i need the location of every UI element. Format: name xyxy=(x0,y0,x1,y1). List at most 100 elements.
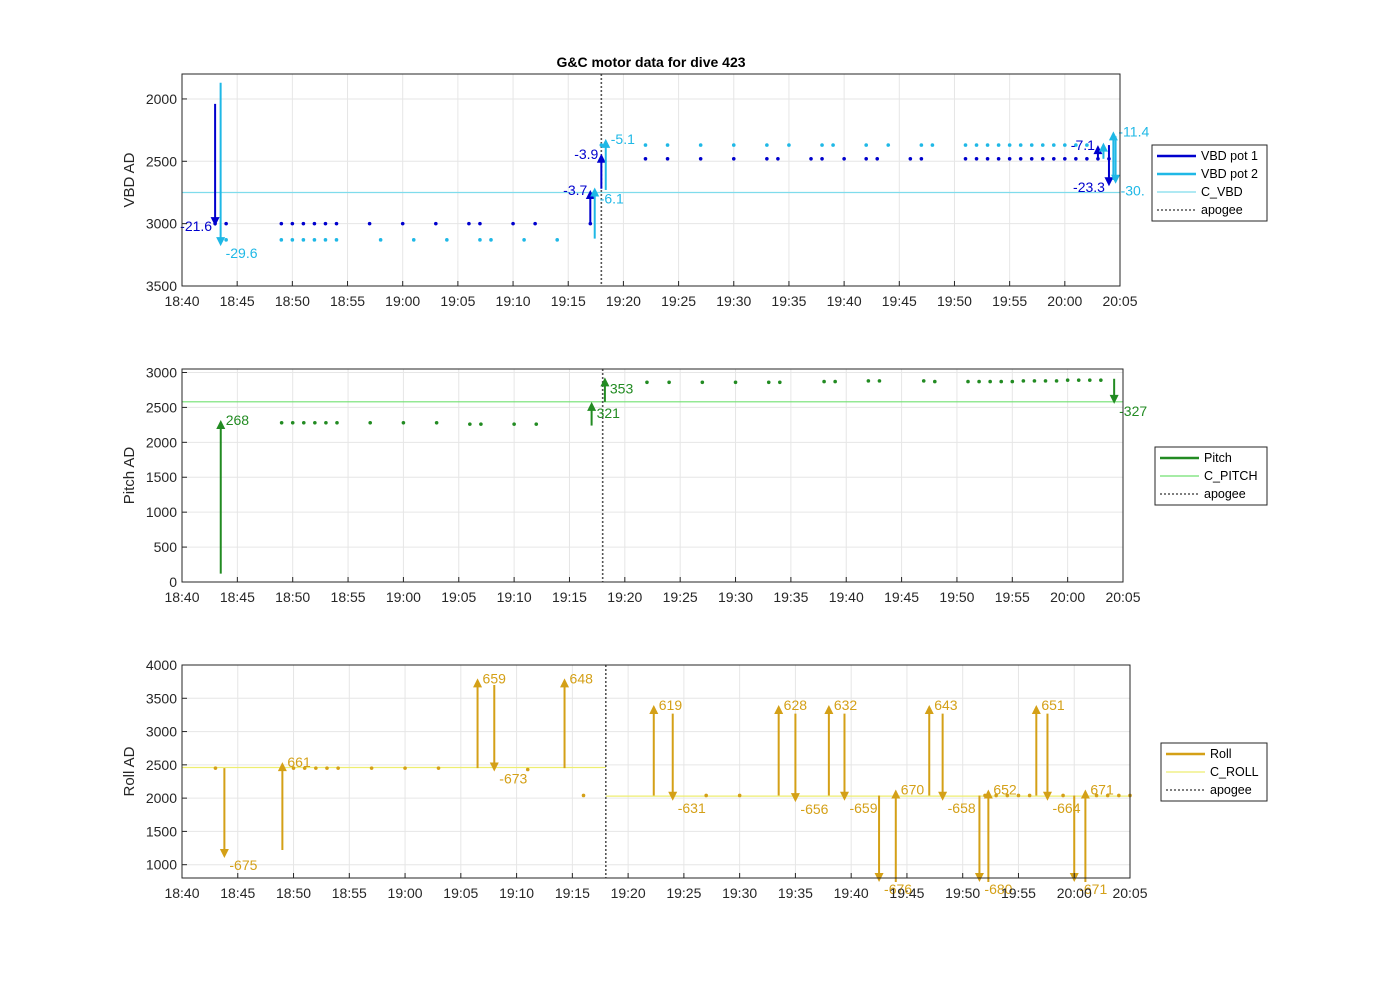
x-tick-label: 20:00 xyxy=(1050,589,1085,605)
data-point xyxy=(279,221,284,226)
axes-box xyxy=(181,368,1124,583)
data-point xyxy=(224,221,228,226)
data-point xyxy=(930,143,935,147)
x-tick-label: 19:05 xyxy=(440,293,475,309)
y-tick-label: 3500 xyxy=(146,690,177,706)
delta-arrow-head xyxy=(1111,174,1121,184)
delta-arrow-head xyxy=(1042,791,1052,801)
data-point xyxy=(1099,378,1103,382)
data-point xyxy=(1016,793,1021,798)
panel-vbd: -21.6 -29.6 -3.7 -6.1 -3.9 -5.1 -7.1 -23.3 -11.4… xyxy=(121,73,1268,309)
delta-label: -659 xyxy=(849,800,877,816)
plot-area xyxy=(182,665,1130,878)
data-point xyxy=(1065,378,1070,382)
data-point xyxy=(290,238,295,242)
data-point xyxy=(996,157,1001,161)
x-tick-label: 19:10 xyxy=(497,589,532,605)
data-point xyxy=(1029,157,1034,161)
x-tick-label: 20:05 xyxy=(1105,589,1140,605)
delta-label: -21.6 xyxy=(180,218,212,234)
x-tick-label: 20:05 xyxy=(1112,885,1147,901)
data-point xyxy=(822,379,826,384)
data-point xyxy=(908,157,913,161)
data-point xyxy=(977,379,981,384)
data-point xyxy=(533,221,537,226)
data-point xyxy=(323,238,328,242)
delta-label: -11.4 xyxy=(1118,123,1149,139)
data-point xyxy=(704,793,708,798)
delta-arrow-head xyxy=(219,849,229,859)
data-point xyxy=(525,767,530,772)
data-point xyxy=(290,420,295,425)
data-point xyxy=(919,143,924,147)
delta-label: -680 xyxy=(984,881,1012,897)
data-point xyxy=(643,157,648,161)
delta-label: -658 xyxy=(948,800,976,816)
y-tick-label: 1500 xyxy=(146,823,177,839)
x-tick-label: 18:55 xyxy=(330,293,365,309)
delta-arrow-head xyxy=(277,762,287,772)
data-point xyxy=(301,221,306,226)
x-tick-label: 19:30 xyxy=(718,589,753,605)
data-point xyxy=(866,379,871,383)
delta-label: 661 xyxy=(287,754,311,770)
data-point xyxy=(994,793,998,798)
x-tick-label: 19:00 xyxy=(386,589,421,605)
y-tick-label: 1000 xyxy=(146,504,177,520)
x-tick-label: 19:50 xyxy=(939,589,974,605)
data-point xyxy=(963,143,968,147)
delta-label: 652 xyxy=(993,781,1017,797)
x-tick-label: 19:00 xyxy=(385,293,420,309)
y-tick-label: 1500 xyxy=(146,469,177,485)
x-tick-label: 18:55 xyxy=(332,885,367,901)
delta-arrow-head xyxy=(839,791,849,801)
data-point xyxy=(367,221,372,226)
delta-arrow-head xyxy=(216,419,226,429)
x-tick-label: 19:25 xyxy=(661,293,696,309)
delta-label: -30. xyxy=(1121,183,1145,199)
x-tick-label: 19:25 xyxy=(666,885,701,901)
data-point xyxy=(996,143,1001,147)
delta-arrow-head xyxy=(216,237,226,247)
data-point xyxy=(643,143,648,147)
delta-label: -23.3 xyxy=(1073,179,1105,195)
y-tick-label: 2000 xyxy=(146,91,177,107)
data-point xyxy=(478,238,482,242)
x-tick-label: 19:20 xyxy=(607,589,642,605)
delta-arrow-head xyxy=(649,704,659,714)
delta-label: 321 xyxy=(597,405,621,421)
x-tick-label: 19:50 xyxy=(937,293,972,309)
x-tick-label: 18:55 xyxy=(331,589,366,605)
data-point xyxy=(323,221,328,226)
x-tick-label: 18:40 xyxy=(164,293,199,309)
data-point xyxy=(737,793,742,798)
delta-arrow-head xyxy=(1104,177,1114,187)
data-point xyxy=(667,380,671,385)
data-point xyxy=(279,420,284,425)
x-tick-label: 18:45 xyxy=(220,293,255,309)
data-point xyxy=(400,221,405,226)
data-point xyxy=(1051,157,1056,161)
x-tick-label: 19:20 xyxy=(606,293,641,309)
y-tick-label: 3000 xyxy=(146,216,177,232)
data-point xyxy=(522,238,526,242)
delta-arrow-head xyxy=(938,791,948,801)
data-point xyxy=(974,157,979,161)
y-tick-label: 2500 xyxy=(146,399,177,415)
data-point xyxy=(1063,157,1067,161)
data-point xyxy=(369,766,374,770)
data-point xyxy=(1074,143,1078,147)
data-point xyxy=(489,238,493,242)
panel-roll: -675 661 659 -673 648 619 -631 628 -656 632 -659 -6… xyxy=(121,657,1268,901)
delta-arrow-head xyxy=(1031,704,1041,714)
x-tick-label: 19:00 xyxy=(388,885,423,901)
delta-label: -3.9 xyxy=(574,146,598,162)
data-point xyxy=(478,221,482,226)
data-point xyxy=(864,143,868,147)
data-point xyxy=(999,379,1004,384)
data-point xyxy=(665,143,670,147)
data-point xyxy=(1054,379,1059,383)
y-axis-label: VBD AD xyxy=(121,152,138,207)
x-tick-label: 18:40 xyxy=(164,885,199,901)
